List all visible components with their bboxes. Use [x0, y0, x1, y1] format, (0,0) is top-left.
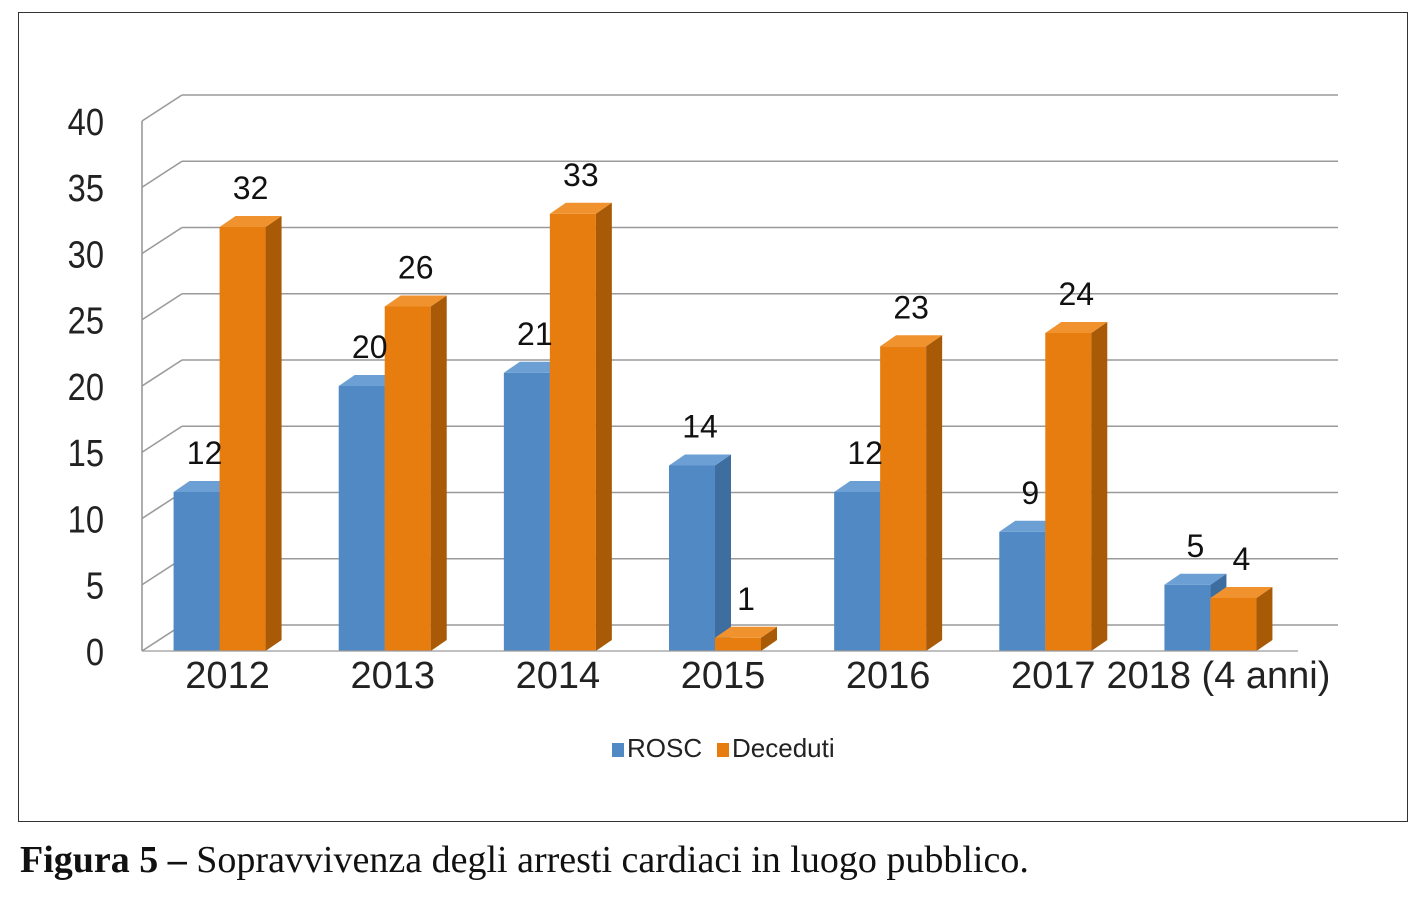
bar-deceduti-2016	[880, 346, 927, 651]
bar-rosc-2018	[1164, 584, 1211, 651]
y-tick-label: 20	[68, 366, 104, 409]
y-tick-label: 35	[68, 167, 104, 210]
bar-top	[549, 202, 612, 214]
bar-top	[384, 295, 447, 307]
bar-rosc-2014	[503, 372, 550, 651]
caption-text: Sopravvivenza degli arresti cardiaci in …	[186, 839, 1029, 881]
data-label-rosc: 5	[1187, 528, 1205, 564]
bar-rosc-2015	[669, 465, 715, 651]
data-label-deceduti: 23	[893, 289, 929, 325]
x-tick-label: 2014	[516, 655, 601, 697]
bar-rosc-2017	[999, 531, 1046, 651]
bar-deceduti-2013	[384, 306, 431, 651]
bars	[173, 202, 1273, 651]
data-label-deceduti: 26	[398, 250, 434, 286]
legend-label-rosc: ROSC	[627, 733, 702, 763]
bar-side	[715, 454, 731, 651]
bar-side	[595, 202, 612, 651]
y-tick-label: 25	[68, 299, 104, 342]
bar-rosc-2013	[338, 386, 385, 651]
bar-side	[761, 626, 777, 651]
bar-deceduti-2017	[1045, 333, 1092, 651]
bar-top	[669, 454, 731, 466]
bar-top	[219, 216, 282, 227]
bar-rosc-2012	[173, 492, 220, 651]
data-label-deceduti: 32	[233, 170, 269, 206]
data-label-deceduti: 4	[1233, 541, 1251, 577]
bar-side	[1256, 587, 1273, 651]
y-tick-label: 30	[68, 233, 104, 276]
bar-deceduti-2018	[1210, 598, 1257, 651]
data-label-rosc: 9	[1021, 475, 1039, 511]
figure-caption: Figura 5 – Sopravvivenza degli arresti c…	[20, 838, 1029, 882]
x-tick-label: 2013	[350, 655, 435, 697]
gridline-diagonal	[141, 425, 183, 453]
x-tick-label: 2015	[681, 655, 766, 697]
x-tick-label: 2018 (4 anni)	[1106, 655, 1330, 697]
data-label-rosc: 21	[517, 316, 553, 352]
x-tick-label: 2016	[846, 655, 931, 697]
y-tick-label: 40	[68, 101, 104, 144]
bar-deceduti-2015	[715, 637, 761, 651]
bar-side	[926, 335, 943, 651]
bar-side	[1091, 322, 1108, 651]
bar-top	[880, 335, 943, 347]
bar-top	[1164, 573, 1227, 585]
legend-label-deceduti: Deceduti	[732, 733, 835, 763]
data-labels: 12 32 20 26 21 33 14 1 12 23 9 24 5 4	[187, 157, 1251, 617]
gridline-diagonal	[141, 226, 183, 255]
data-label-deceduti: 24	[1058, 276, 1094, 312]
gridline-diagonal	[141, 359, 183, 387]
caption-lead: Figura 5 –	[20, 839, 187, 881]
gridline-diagonal	[141, 293, 183, 321]
y-tick-label: 10	[68, 498, 104, 541]
bar-top	[715, 626, 777, 638]
y-tick-label: 0	[86, 631, 104, 674]
legend: ROSC Deceduti	[612, 733, 835, 763]
data-label-rosc: 12	[187, 435, 223, 471]
y-tick-label: 5	[86, 564, 104, 607]
data-label-deceduti: 33	[563, 157, 599, 193]
x-tick-label: 2017	[1011, 655, 1096, 697]
x-tick-label: 2012	[185, 655, 270, 697]
gridline-diagonal	[141, 160, 183, 188]
legend-swatch-deceduti	[717, 743, 729, 757]
bar-top	[1045, 322, 1108, 333]
bar-side	[430, 295, 447, 651]
data-label-rosc: 12	[847, 435, 883, 471]
bar-top	[1210, 587, 1273, 598]
gridline-diagonal	[141, 94, 183, 122]
gridlines	[141, 94, 1338, 652]
legend-swatch-rosc	[612, 743, 624, 757]
data-label-deceduti: 1	[737, 581, 755, 617]
bar-deceduti-2012	[219, 227, 266, 651]
data-label-rosc: 20	[352, 329, 388, 365]
bar-side	[265, 216, 282, 651]
bar-deceduti-2014	[549, 213, 596, 651]
data-label-rosc: 14	[682, 409, 718, 445]
y-tick-label: 15	[68, 432, 104, 475]
bar-rosc-2016	[834, 492, 881, 651]
